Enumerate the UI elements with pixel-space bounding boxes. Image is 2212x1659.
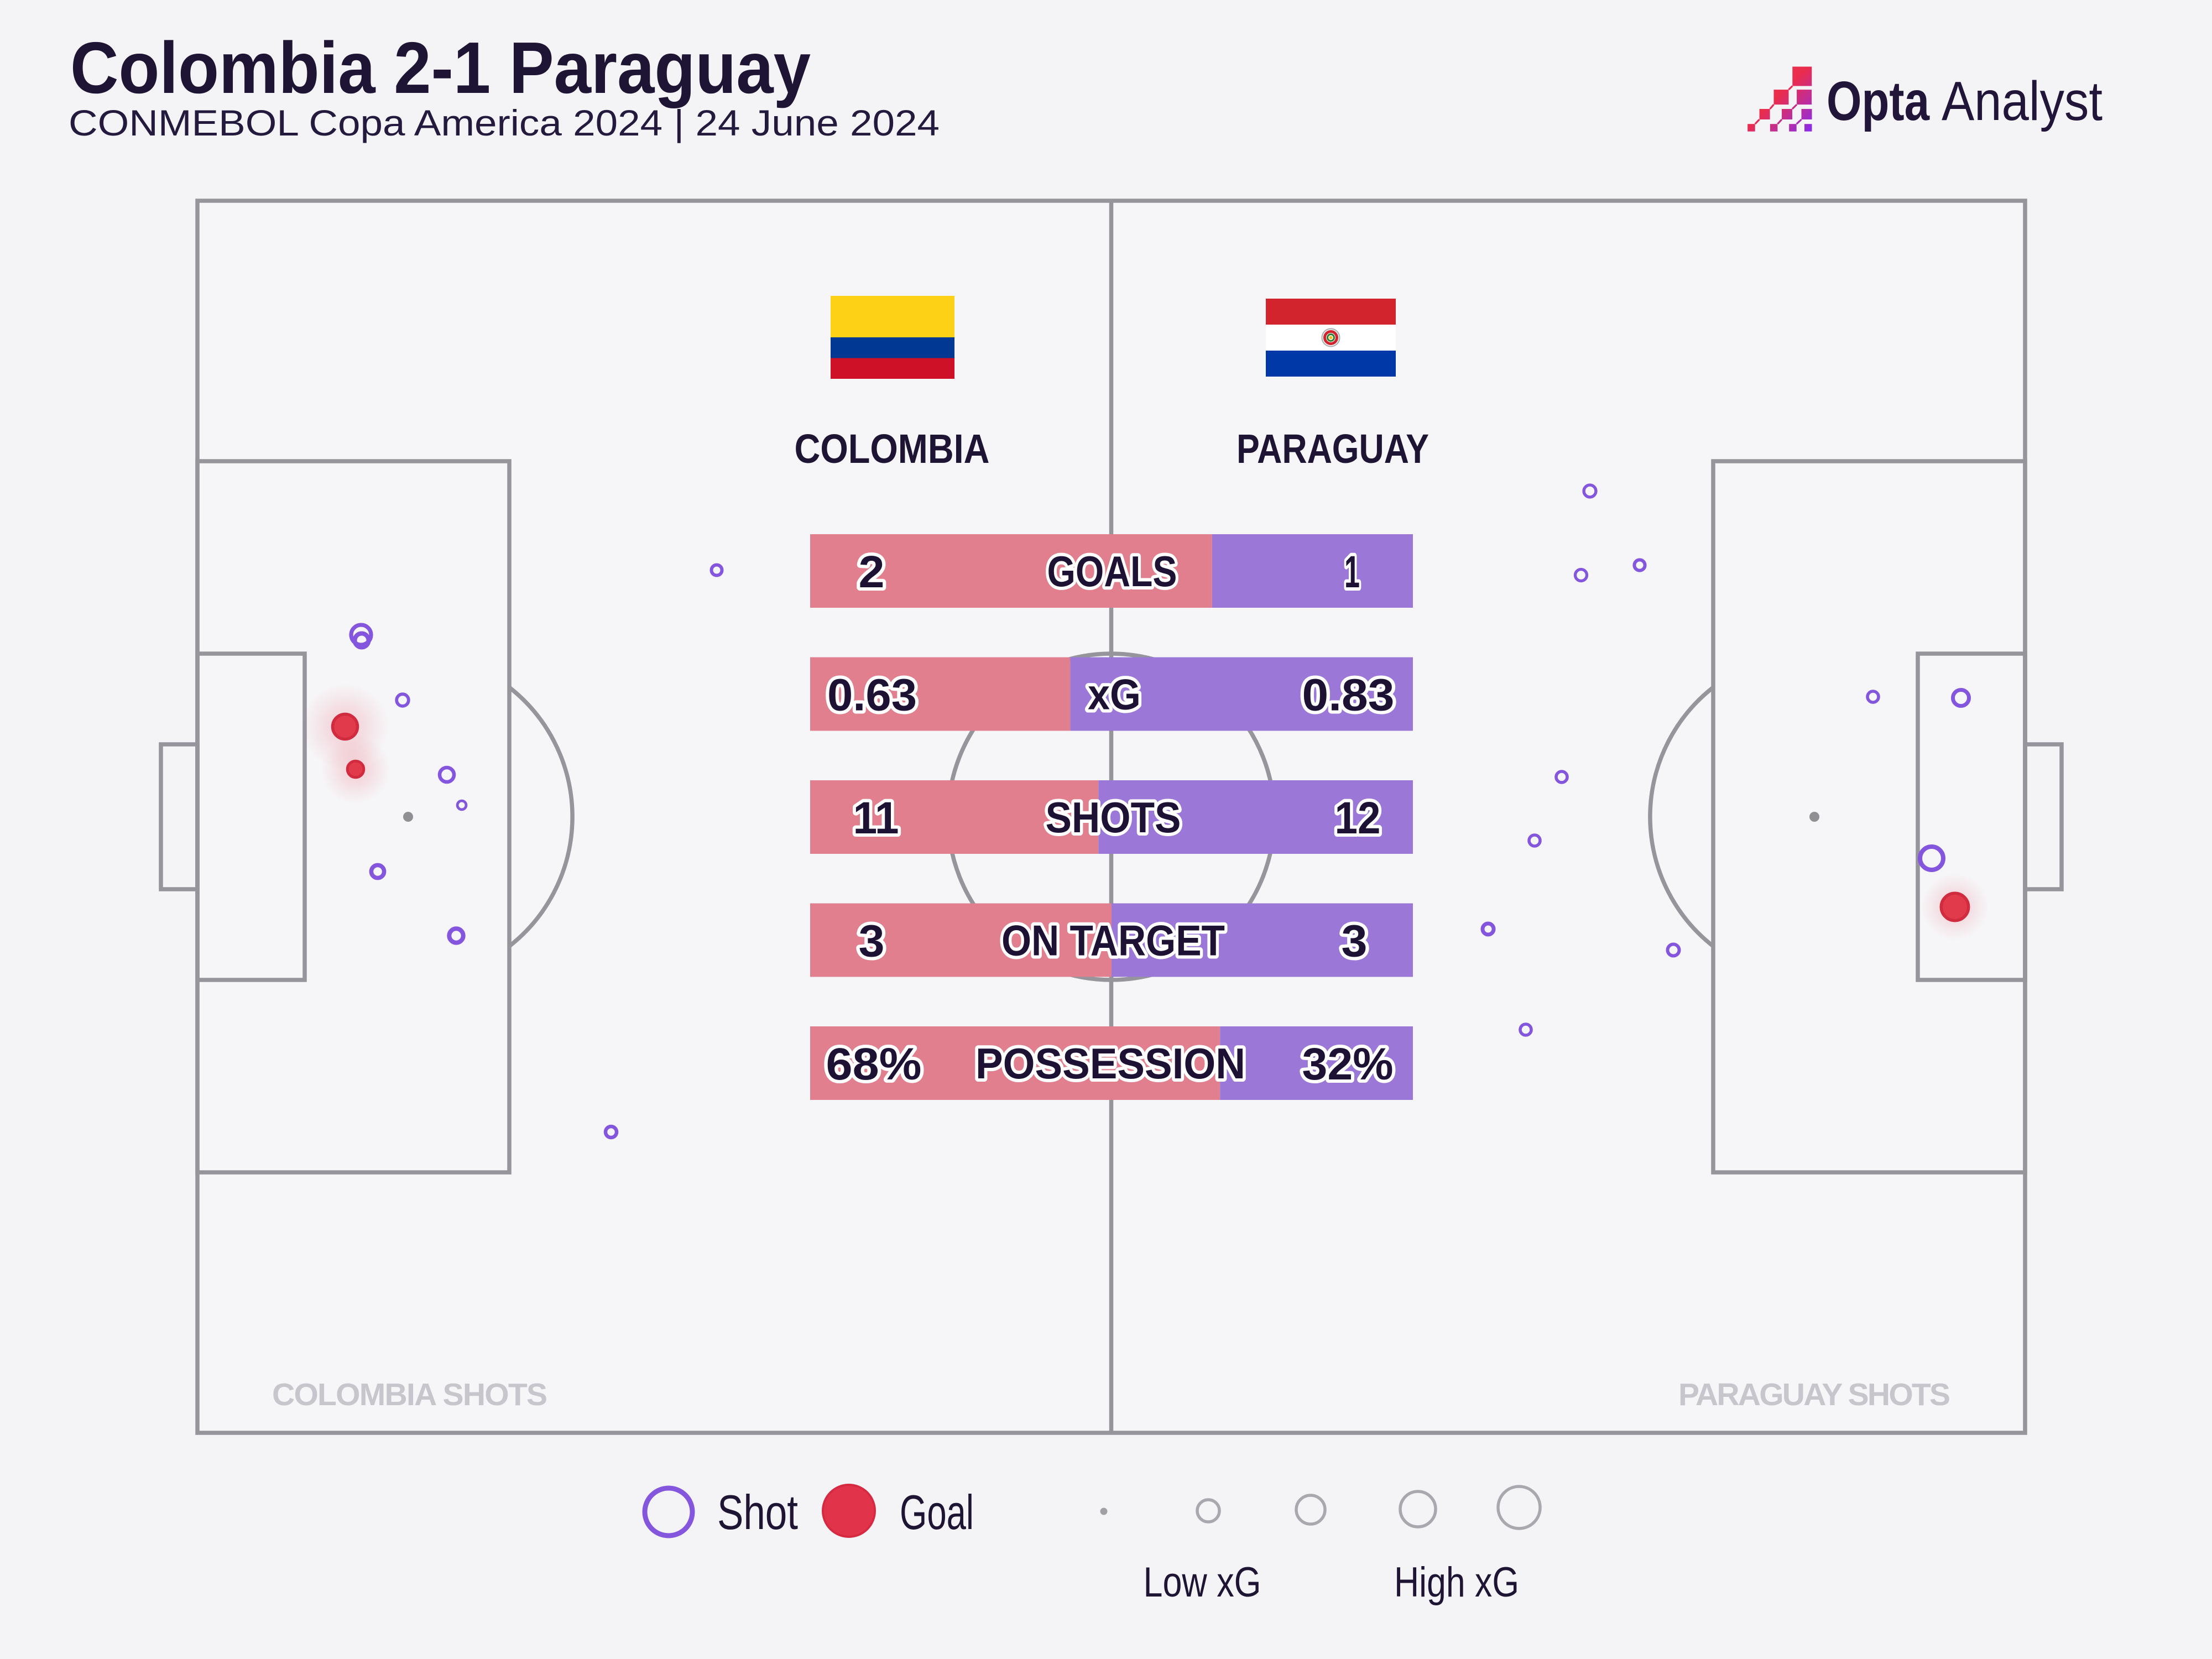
svg-text:Colombia 2-1 Paraguay: Colombia 2-1 Paraguay [70,27,811,108]
svg-text:SHOTS: SHOTS [1046,793,1181,842]
svg-text:Goal: Goal [900,1485,974,1540]
svg-text:COLOMBIA: COLOMBIA [795,426,990,472]
svg-text:COLOMBIA SHOTS: COLOMBIA SHOTS [272,1377,549,1412]
svg-text:Shot: Shot [717,1485,798,1540]
svg-text:3: 3 [1342,916,1368,967]
svg-text:2: 2 [859,547,885,597]
svg-text:11: 11 [853,793,899,843]
svg-text:12: 12 [1335,793,1381,843]
svg-text:PARAGUAY: PARAGUAY [1237,426,1429,472]
svg-text:Low xG: Low xG [1144,1559,1261,1606]
svg-text:1: 1 [1344,547,1360,597]
svg-text:0.63: 0.63 [827,670,917,721]
svg-text:GOALS: GOALS [1047,547,1177,596]
svg-text:ON TARGET: ON TARGET [1001,916,1225,965]
svg-text:PARAGUAY SHOTS: PARAGUAY SHOTS [1678,1377,1952,1412]
svg-text:68%: 68% [826,1039,922,1089]
svg-text:xG: xG [1088,670,1141,719]
svg-text:32%: 32% [1302,1039,1394,1089]
svg-text:CONMEBOL Copa America 2024 | 2: CONMEBOL Copa America 2024 | 24 June 202… [69,102,940,143]
svg-text:Opta: Opta [1827,70,1930,132]
svg-text:POSSESSION: POSSESSION [975,1039,1245,1088]
svg-text:0.83: 0.83 [1302,670,1395,721]
svg-text:3: 3 [859,916,885,967]
svg-text:Analyst: Analyst [1942,70,2103,132]
svg-text:High xG: High xG [1394,1559,1519,1606]
